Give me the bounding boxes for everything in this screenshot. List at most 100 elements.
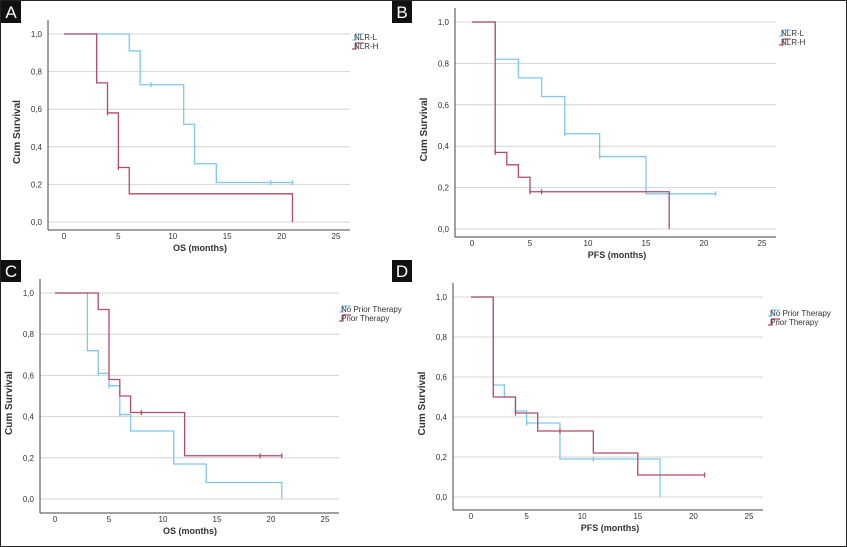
legend-swatch	[352, 42, 364, 50]
legend-swatch	[339, 305, 351, 313]
series-line-no-prior-therapy	[55, 292, 283, 499]
x-tick-label: 0	[53, 515, 58, 524]
y-tick-label: 1,0	[31, 30, 43, 39]
y-axis-title: Cum Survival	[4, 371, 15, 435]
x-tick-label: 10	[168, 232, 177, 241]
legend-label: No Prior Therapy	[341, 305, 402, 314]
x-tick-label: 15	[223, 232, 232, 241]
y-tick-label: 1,0	[436, 293, 448, 302]
legend-label: NLR-H	[781, 38, 806, 47]
legend-item: NLR-H	[779, 38, 806, 47]
x-tick-label: 15	[213, 515, 222, 524]
legend-item: NLR-L	[779, 29, 805, 38]
legend-swatch	[352, 33, 364, 41]
x-tick-label: 20	[689, 512, 698, 521]
x-tick-label: 25	[332, 232, 341, 241]
panel-label-box	[392, 260, 412, 282]
y-tick-label: 0,8	[23, 330, 35, 339]
y-axis-title: Cum Survival	[12, 100, 23, 164]
x-tick-label: 15	[642, 239, 651, 248]
y-tick-label: 0,6	[31, 105, 43, 114]
panel-b: B 0,0 0,2 0,4 0,6 0,8 1,0 0 5 10 15 20 25 PFS (months…	[392, 1, 806, 260]
series-line-prior-therapy	[471, 296, 705, 476]
x-tick-label: 5	[116, 232, 121, 241]
y-tick-label: 0,6	[23, 371, 35, 380]
x-tick-label: 5	[524, 512, 529, 521]
x-axis-title: OS (months)	[173, 243, 227, 253]
panel-d: D 0,0 0,2 0,4 0,6 0,8 1,0 0 5 10 15 20 25 PFS (months…	[392, 260, 831, 533]
y-tick-label: 0,0	[438, 225, 450, 234]
legend-label: NLR-L	[781, 29, 805, 38]
x-tick-label: 0	[469, 512, 474, 521]
legend-label: NLR-H	[354, 42, 379, 51]
panel-label-box	[1, 260, 21, 282]
panel-label-box	[1, 1, 21, 23]
y-tick-label: 0,2	[436, 453, 448, 462]
y-tick-label: 0,6	[436, 373, 448, 382]
x-tick-label: 10	[578, 512, 587, 521]
x-axis-title: PFS (months)	[588, 250, 647, 260]
y-axis-title: Cum Survival	[419, 97, 430, 161]
y-tick-label: 0,8	[438, 59, 450, 68]
y-tick-label: 0,0	[31, 218, 43, 227]
panel-c: C 0,0 0,2 0,4 0,6 0,8 1,0 0 5 10 15 20 25 OS (months)…	[1, 260, 402, 536]
legend-label: Prior Therapy	[770, 318, 818, 327]
legend-item: No Prior Therapy	[339, 305, 402, 314]
legend-item: Prior Therapy	[339, 314, 389, 323]
x-tick-label: 5	[528, 239, 533, 248]
legend-item: No Prior Therapy	[768, 309, 831, 318]
y-tick-label: 0,4	[436, 413, 448, 422]
legend-swatch	[779, 29, 791, 37]
y-tick-label: 0,0	[23, 495, 35, 504]
series-line-prior-therapy	[55, 292, 282, 457]
legend-swatch	[339, 314, 351, 322]
x-axis-title: PFS (months)	[581, 523, 640, 533]
series-line-nlr-h	[64, 33, 294, 222]
legend-item: NLR-H	[352, 42, 379, 51]
x-tick-label: 15	[633, 512, 642, 521]
x-tick-label: 25	[745, 512, 754, 521]
legend-item: Prior Therapy	[768, 318, 818, 327]
y-tick-label: 1,0	[438, 18, 450, 27]
x-tick-label: 25	[758, 239, 767, 248]
x-tick-label: 20	[267, 515, 276, 524]
legend-swatch	[768, 309, 780, 317]
panel-label: A	[5, 3, 17, 22]
x-tick-label: 20	[277, 232, 286, 241]
y-tick-label: 0,0	[436, 493, 448, 502]
x-tick-label: 25	[321, 515, 330, 524]
legend-swatch	[768, 318, 780, 326]
y-tick-label: 0,8	[31, 68, 43, 77]
y-tick-label: 0,6	[438, 101, 450, 110]
y-axis-title: Cum Survival	[417, 371, 428, 435]
y-tick-label: 1,0	[23, 289, 35, 298]
panel-label-box	[392, 1, 412, 23]
x-tick-label: 10	[159, 515, 168, 524]
legend-label: No Prior Therapy	[770, 309, 831, 318]
y-tick-label: 0,2	[31, 180, 43, 189]
x-axis-title: OS (months)	[163, 526, 217, 536]
y-tick-label: 0,4	[23, 413, 35, 422]
series-line-nlr-l	[472, 21, 716, 195]
legend-swatch	[779, 38, 791, 46]
legend-item: NLR-L	[352, 33, 378, 42]
x-tick-label: 10	[584, 239, 593, 248]
x-tick-label: 0	[470, 239, 475, 248]
y-tick-label: 0,2	[438, 184, 450, 193]
legend-label: Prior Therapy	[341, 314, 389, 323]
y-tick-label: 0,4	[31, 143, 43, 152]
series-line-nlr-h	[472, 21, 670, 229]
y-tick-label: 0,2	[23, 454, 35, 463]
x-tick-label: 0	[62, 232, 67, 241]
panel-label: D	[396, 262, 408, 281]
y-tick-label: 0,8	[436, 333, 448, 342]
panel-label: C	[5, 262, 17, 281]
x-tick-label: 20	[700, 239, 709, 248]
series-line-nlr-l	[64, 33, 293, 184]
x-tick-label: 5	[107, 515, 112, 524]
panel-label: B	[396, 3, 407, 22]
legend-label: NLR-L	[354, 33, 378, 42]
panel-a: A 0,0 0,2 0,4 0,6 0,8 1,0 0 5 10 15 20 25 OS (months)…	[1, 1, 379, 253]
y-tick-label: 0,4	[438, 142, 450, 151]
